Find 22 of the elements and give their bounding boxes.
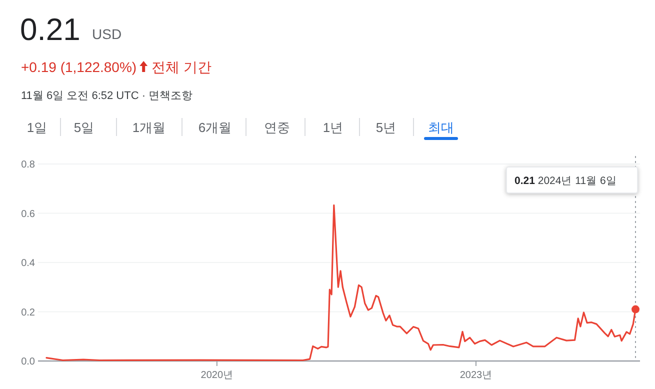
- text: 1년: [322, 120, 344, 135]
- chart-subtitle: USD: [92, 26, 122, 42]
- text: 6개월: [198, 120, 232, 135]
- text: 1일: [26, 120, 48, 135]
- x-tick-label: 2020년: [200, 370, 234, 381]
- text: 1개월: [132, 120, 166, 135]
- text: 0.21: [514, 175, 536, 187]
- text: 연중: [264, 120, 290, 135]
- y-tick-label: 0.6: [21, 208, 36, 220]
- text: 5년: [376, 120, 396, 135]
- x-tick-label: 2023년: [460, 370, 492, 381]
- text: 전체 기간: [152, 59, 212, 75]
- y-tick-label: 0.4: [21, 258, 36, 269]
- text: +0.19 (1,122.80%): [21, 59, 137, 75]
- text: 5일: [74, 120, 94, 135]
- y-tick-label: 0.2: [21, 307, 36, 318]
- text: 11월 6일 오전 6:52 UTC · 면책조항: [21, 90, 193, 102]
- y-tick-label: 0.0: [21, 356, 36, 368]
- text: 최대: [428, 120, 454, 135]
- text: 2024년 11월 6일: [538, 175, 617, 187]
- chart-title: 0.21: [20, 12, 80, 47]
- y-tick-label: 0.8: [21, 160, 36, 170]
